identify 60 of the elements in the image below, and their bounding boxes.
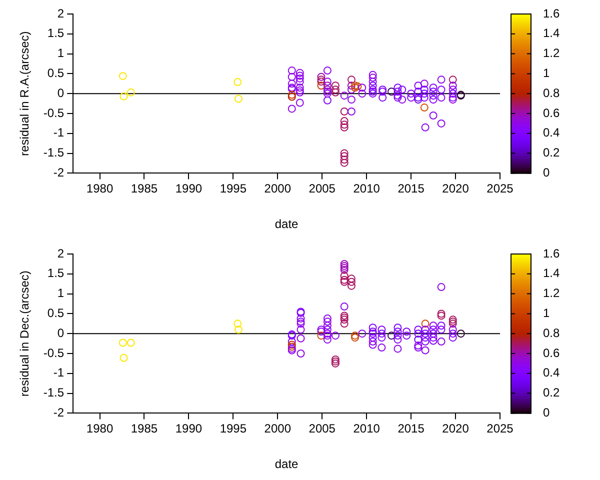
color-bar-label: 0.8 [543, 326, 560, 340]
y-tick-label: 0.5 [47, 66, 64, 80]
y-tick-label: -1.5 [43, 146, 64, 160]
color-bar-label: 1.2 [543, 286, 560, 300]
color-bar-label: 0.4 [543, 126, 560, 140]
x-tick-label: 2020 [442, 422, 470, 436]
y-tick-label: 0 [57, 86, 64, 100]
x-tick-label: 1995 [220, 182, 247, 196]
x-tick-label: 2005 [308, 422, 336, 436]
x-tick-label: 2010 [353, 422, 380, 436]
y-axis-title: residual in Dec.(arcsec) [18, 270, 32, 397]
x-tick-label: 2025 [486, 422, 514, 436]
color-bar-label: 1.6 [543, 6, 560, 20]
x-tick-label: 2010 [353, 182, 380, 196]
y-tick-label: 1 [57, 46, 64, 60]
x-axis-title: date [274, 217, 299, 232]
color-bar-label: 0.6 [543, 106, 560, 120]
y-tick-label: -1.5 [43, 386, 64, 400]
y-axis-title: residual in R.A.(arcsec) [18, 31, 32, 156]
color-bar-label: 0 [543, 166, 550, 180]
color-bar-label: 0.2 [543, 386, 560, 400]
x-tick-label: 1980 [86, 182, 114, 196]
y-tick-label: 2 [57, 246, 64, 260]
y-tick-label: 1 [57, 286, 64, 300]
color-bar-label: 0.8 [543, 86, 560, 100]
x-tick-label: 1985 [130, 422, 158, 436]
x-tick-label: 2015 [398, 422, 425, 436]
x-axis-title: date [274, 457, 299, 472]
y-tick-label: 0.5 [47, 306, 64, 320]
y-tick-label: -2 [53, 166, 64, 180]
y-tick-label: -2 [53, 406, 64, 420]
y-tick-label: 1.5 [47, 26, 64, 40]
color-bar-label: 1.2 [543, 46, 560, 60]
x-tick-label: 2025 [486, 182, 514, 196]
y-tick-label: 1.5 [47, 266, 64, 280]
x-tick-label: 1980 [86, 422, 114, 436]
y-tick-label: 2 [57, 6, 64, 20]
color-bar-label: 1.6 [543, 246, 560, 260]
color-bar-label: 0.4 [543, 366, 560, 380]
x-tick-label: 2020 [442, 182, 470, 196]
color-bar-label: 0.2 [543, 146, 560, 160]
x-tick-label: 2000 [264, 422, 292, 436]
x-tick-label: 2005 [308, 182, 336, 196]
y-tick-label: 0 [57, 326, 64, 340]
x-tick-label: 1990 [175, 182, 202, 196]
y-tick-label: -0.5 [43, 346, 64, 360]
color-bar-label: 0.6 [543, 346, 560, 360]
x-tick-label: 1985 [130, 182, 158, 196]
x-tick-label: 2000 [264, 182, 292, 196]
y-tick-label: -1 [53, 126, 64, 140]
x-tick-label: 1995 [220, 422, 247, 436]
color-bar-label: 1.4 [543, 266, 560, 280]
color-bar-label: 1 [543, 306, 550, 320]
x-tick-label: 1990 [175, 422, 202, 436]
color-bar-label: 1.4 [543, 26, 560, 40]
y-tick-label: -1 [53, 366, 64, 380]
color-bar-label: 0 [543, 406, 550, 420]
x-tick-label: 2015 [398, 182, 425, 196]
color-bar-label: 1 [543, 66, 550, 80]
y-tick-label: -0.5 [43, 106, 64, 120]
